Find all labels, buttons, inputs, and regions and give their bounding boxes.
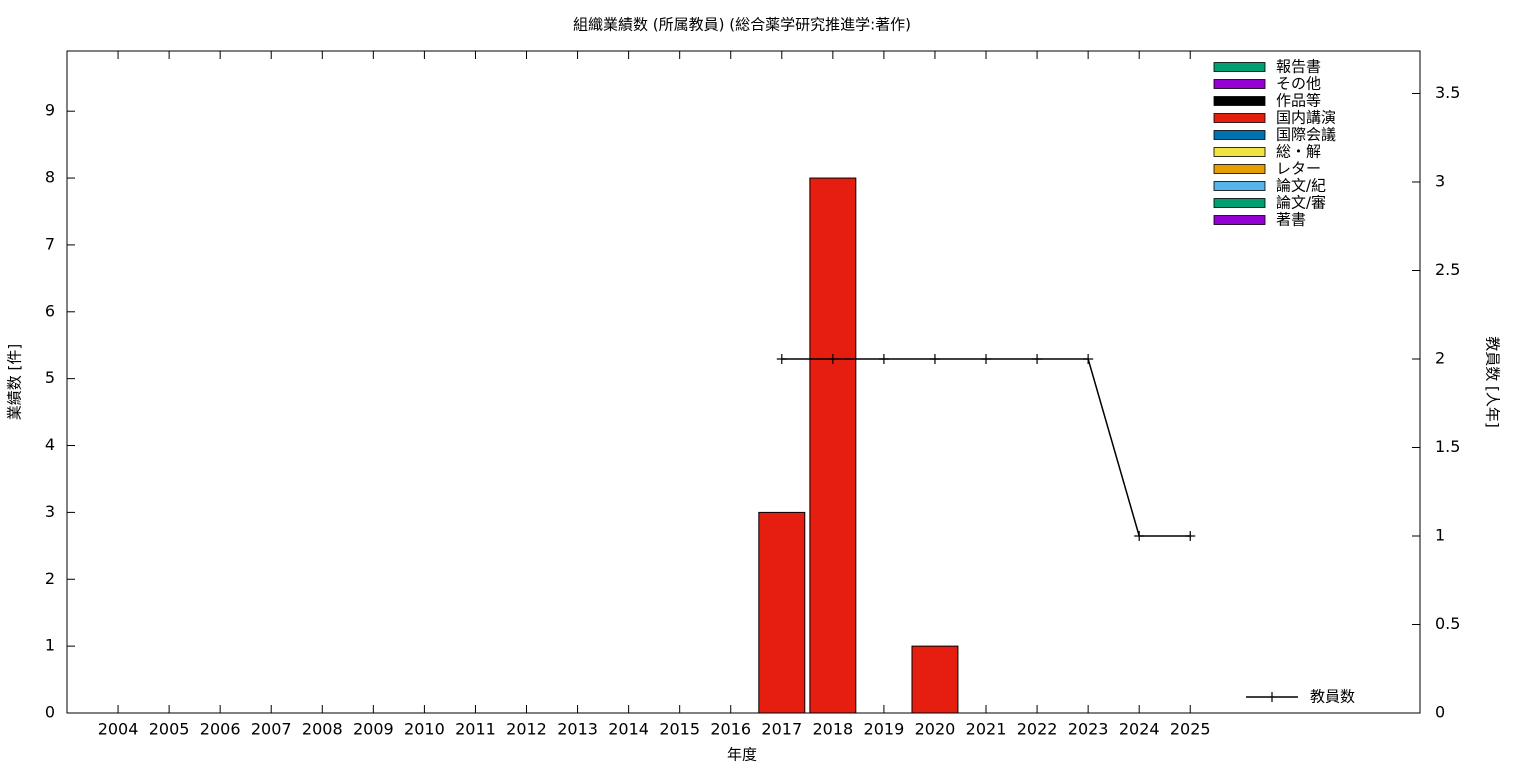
legend-label: 論文/審 xyxy=(1276,194,1326,212)
legend-swatch xyxy=(1213,62,1266,72)
x-tick-label: 2020 xyxy=(915,720,956,739)
legend-swatch xyxy=(1213,96,1266,106)
y-tick-label: 1 xyxy=(45,636,55,655)
y2-tick-label: 2 xyxy=(1435,348,1445,367)
legend-label: 国際会議 xyxy=(1276,126,1336,144)
y-tick-label: 2 xyxy=(45,569,55,588)
y2-tick-label: 0 xyxy=(1435,703,1445,722)
x-tick-label: 2021 xyxy=(966,720,1007,739)
x-tick-label: 2013 xyxy=(557,720,598,739)
legend-swatch xyxy=(1213,79,1266,89)
y2-tick-label: 0.5 xyxy=(1435,614,1460,633)
plot-frame xyxy=(66,50,1421,714)
legend-label: 著書 xyxy=(1276,211,1306,229)
y-tick-label: 4 xyxy=(45,435,55,454)
x-tick-label: 2016 xyxy=(710,720,751,739)
x-tick-label: 2007 xyxy=(251,720,292,739)
bar xyxy=(758,511,806,714)
legend-swatch xyxy=(1213,130,1266,140)
legend-label: 論文/紀 xyxy=(1276,177,1326,195)
legend-label: レター xyxy=(1276,160,1321,178)
legend-swatch xyxy=(1213,181,1266,191)
legend-swatch xyxy=(1213,215,1266,225)
y2-tick-label: 1.5 xyxy=(1435,437,1460,456)
x-tick-label: 2017 xyxy=(761,720,802,739)
x-tick-label: 2005 xyxy=(149,720,190,739)
legend-swatch xyxy=(1213,198,1266,208)
y-tick-label: 9 xyxy=(45,101,55,120)
y-axis-label: 業績数 [件] xyxy=(6,344,24,420)
x-tick-label: 2010 xyxy=(404,720,445,739)
bar xyxy=(809,177,857,714)
y2-tick-label: 2.5 xyxy=(1435,260,1460,279)
legend-label: 総・解 xyxy=(1276,143,1321,161)
x-tick-label: 2024 xyxy=(1119,720,1160,739)
y2-tick-label: 3 xyxy=(1435,171,1445,190)
y-tick-label: 0 xyxy=(45,703,55,722)
x-tick-label: 2019 xyxy=(864,720,905,739)
x-tick-label: 2012 xyxy=(506,720,547,739)
x-tick-label: 2015 xyxy=(659,720,700,739)
x-tick-label: 2009 xyxy=(353,720,394,739)
x-tick-label: 2008 xyxy=(302,720,343,739)
legend-swatch xyxy=(1213,164,1266,174)
x-axis-label: 年度 xyxy=(727,746,757,764)
x-tick-label: 2011 xyxy=(455,720,496,739)
legend-label: 教員数 xyxy=(1310,688,1355,706)
x-tick-label: 2025 xyxy=(1170,720,1211,739)
y-tick-label: 6 xyxy=(45,301,55,320)
chart-title: 組織業績数 (所属教員) (総合薬学研究推進学:著作) xyxy=(573,16,911,34)
line xyxy=(781,358,1191,537)
x-tick-label: 2018 xyxy=(812,720,853,739)
bar xyxy=(911,645,959,714)
y-tick-label: 3 xyxy=(45,502,55,521)
legend-label: 国内講演 xyxy=(1276,109,1336,127)
legend-label: 作品等 xyxy=(1276,92,1321,110)
y-tick-label: 7 xyxy=(45,234,55,253)
x-tick-label: 2014 xyxy=(608,720,649,739)
legend-label: その他 xyxy=(1276,75,1321,93)
x-tick-label: 2006 xyxy=(200,720,241,739)
y-tick-label: 5 xyxy=(45,368,55,387)
y-tick-label: 8 xyxy=(45,168,55,187)
y2-tick-label: 1 xyxy=(1435,525,1445,544)
x-tick-label: 2023 xyxy=(1068,720,1109,739)
x-tick-label: 2022 xyxy=(1017,720,1058,739)
y2-tick-label: 3.5 xyxy=(1435,83,1460,102)
legend-label: 報告書 xyxy=(1276,58,1321,76)
y2-axis-label: 教員数 [人年] xyxy=(1484,336,1502,427)
legend-swatch xyxy=(1213,147,1266,157)
x-tick-label: 2004 xyxy=(98,720,139,739)
legend-swatch xyxy=(1213,113,1266,123)
